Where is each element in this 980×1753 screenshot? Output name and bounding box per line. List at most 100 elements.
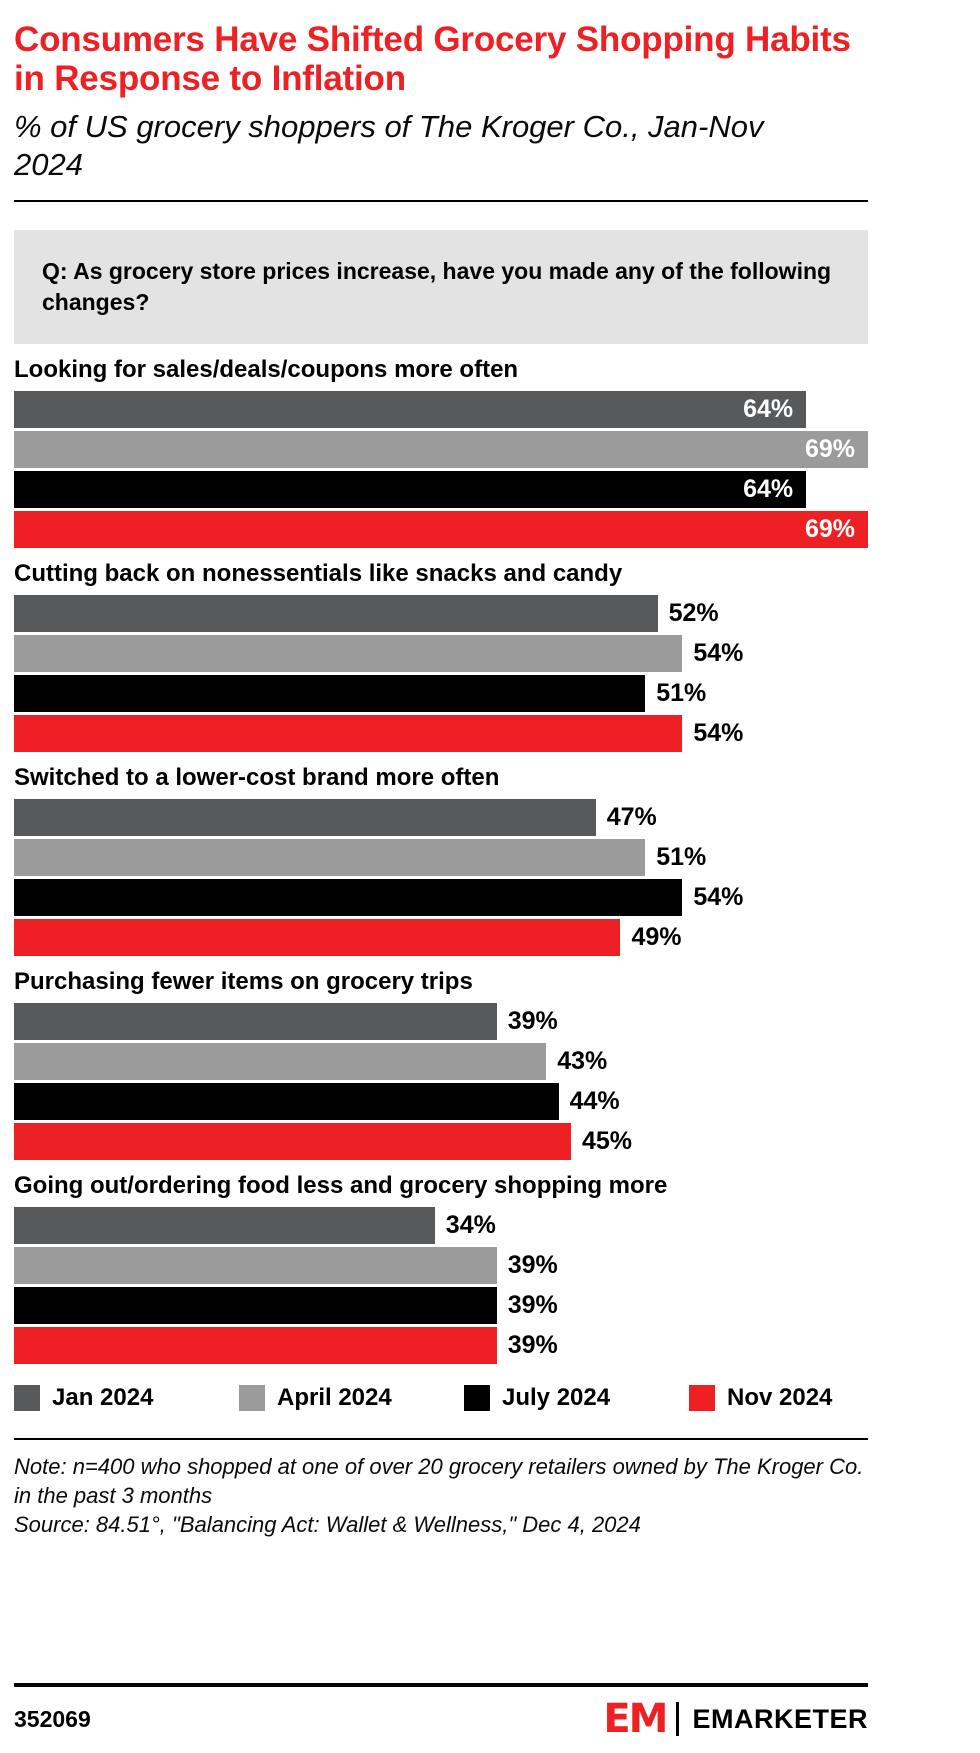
legend-label: Jan 2024 [52,1384,154,1412]
bar-row: 54% [14,635,868,673]
bar-row: 39% [14,1247,868,1285]
bar-row: 69% [14,511,868,549]
question-box: Q: As grocery store prices increase, hav… [14,230,868,345]
brand-logo: EM EMARKETER [603,1699,868,1739]
bar-row: 45% [14,1123,868,1161]
legend-item: Nov 2024 [689,1384,832,1412]
footer: 352069 EM EMARKETER [14,1683,868,1753]
bar-value-label: 34% [445,1211,496,1240]
bar-value-label: 64% [743,475,794,504]
bar-value-label: 51% [656,679,707,708]
bar-row: 44% [14,1083,868,1121]
legend-swatch-icon [239,1385,265,1412]
bar-value-label: 39% [507,1007,558,1036]
bar-value-label: 43% [557,1047,608,1076]
legend-label: July 2024 [502,1384,611,1412]
bar-july-2024: 64% [14,471,807,509]
bar-row: 43% [14,1043,868,1081]
bar-value-label: 39% [507,1251,558,1280]
bar-july-2024 [14,675,646,713]
chart-group: Cutting back on nonessentials like snack… [14,560,868,753]
chart-group: Going out/ordering food less and grocery… [14,1172,868,1365]
group-title: Cutting back on nonessentials like snack… [14,560,623,588]
bar-july-2024 [14,1287,497,1325]
bar-row: 49% [14,919,868,957]
chart-subtitle: % of US grocery shoppers of The Kroger C… [14,109,764,183]
bar-row: 64% [14,471,868,509]
bar-row: 54% [14,879,868,917]
bar-value-label: 44% [569,1087,620,1116]
chart-group: Switched to a lower-cost brand more ofte… [14,764,868,957]
bar-april-2024 [14,635,683,673]
bar-row: 52% [14,595,868,633]
bar-jan-2024 [14,595,658,633]
bar-july-2024 [14,1083,559,1121]
chart-group: Purchasing fewer items on grocery trips 3… [14,968,868,1161]
legend-swatch-icon [689,1385,715,1412]
chart-id: 352069 [14,1705,91,1732]
bar-value-label: 54% [693,719,744,748]
bar-row: 64% [14,391,868,429]
bar-row: 39% [14,1287,868,1325]
bar-nov-2024 [14,715,683,753]
bar-value-label: 69% [804,515,855,544]
legend-item: April 2024 [239,1384,464,1412]
bar-value-label: 47% [606,803,657,832]
bar-row: 51% [14,839,868,877]
bar-april-2024 [14,1247,497,1285]
question-text: Q: As grocery store prices increase, hav… [42,258,832,316]
bar-value-label: 51% [656,843,707,872]
bar-value-label: 49% [631,923,682,952]
bar-row: 51% [14,675,868,713]
emarketer-logo-icon: EM [603,1696,668,1742]
legend-item: Jan 2024 [14,1384,239,1412]
bar-row: 39% [14,1327,868,1365]
bar-row: 39% [14,1003,868,1041]
bar-value-label: 54% [693,883,744,912]
legend: Jan 2024 April 2024 July 2024 Nov 2024 [14,1384,868,1412]
bar-value-label: 64% [743,395,794,424]
logo-divider [676,1702,680,1736]
bar-chart: Looking for sales/deals/coupons more oft… [14,356,868,1365]
notes-section: Note: n=400 who shopped at one of over 2… [14,1438,868,1539]
note-text: Note: n=400 who shopped at one of over 2… [14,1454,864,1509]
bar-row: 54% [14,715,868,753]
header: Consumers Have Shifted Grocery Shopping … [14,20,868,184]
bar-value-label: 52% [668,599,719,628]
bar-row: 47% [14,799,868,837]
bar-jan-2024 [14,1003,497,1041]
bar-row: 34% [14,1207,868,1245]
bar-value-label: 54% [693,639,744,668]
bar-april-2024: 69% [14,431,868,469]
source-text: Source: 84.51°, "Balancing Act: Wallet &… [14,1512,641,1538]
bar-nov-2024 [14,1123,571,1161]
group-title: Purchasing fewer items on grocery trips [14,968,473,996]
bar-value-label: 39% [507,1331,558,1360]
chart-title: Consumers Have Shifted Grocery Shopping … [14,20,851,99]
group-title: Going out/ordering food less and grocery… [14,1172,668,1200]
legend-swatch-icon [464,1385,490,1412]
bar-jan-2024 [14,799,596,837]
legend-swatch-icon [14,1385,40,1412]
bar-april-2024 [14,1043,547,1081]
bar-value-label: 69% [804,435,855,464]
bar-row: 69% [14,431,868,469]
brand-name: EMARKETER [692,1703,868,1734]
bar-nov-2024 [14,1327,497,1365]
bar-jan-2024: 64% [14,391,807,429]
group-title: Switched to a lower-cost brand more ofte… [14,764,500,792]
bar-value-label: 45% [581,1127,632,1156]
legend-label: April 2024 [277,1384,392,1412]
bar-jan-2024 [14,1207,435,1245]
group-title: Looking for sales/deals/coupons more oft… [14,356,519,384]
bar-april-2024 [14,839,646,877]
legend-item: July 2024 [464,1384,689,1412]
bar-july-2024 [14,879,683,917]
legend-label: Nov 2024 [727,1384,833,1412]
bar-nov-2024: 69% [14,511,868,549]
chart-group: Looking for sales/deals/coupons more oft… [14,356,868,549]
header-divider [14,200,868,202]
bar-value-label: 39% [507,1291,558,1320]
bar-nov-2024 [14,919,621,957]
